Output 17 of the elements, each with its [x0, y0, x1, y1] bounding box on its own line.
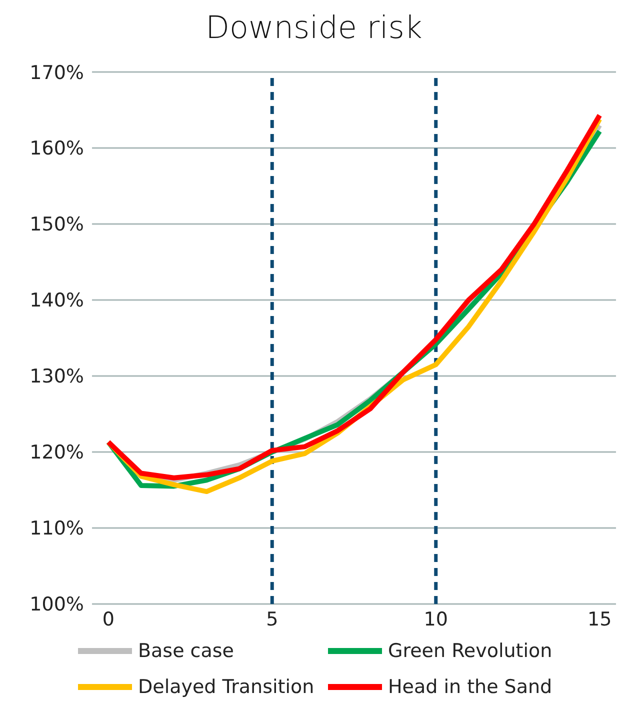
x-tick-label: 0	[102, 608, 114, 630]
y-tick-label: 140%	[30, 290, 84, 312]
y-tick-label: 110%	[30, 518, 84, 540]
y-tick-label: 100%	[30, 594, 84, 616]
legend-label: Base case	[138, 640, 234, 662]
legend-label: Head in the Sand	[388, 676, 552, 698]
x-tick-label: 15	[588, 608, 612, 630]
chart-title: Downside risk	[206, 10, 422, 46]
legend-label: Delayed Transition	[138, 676, 314, 698]
x-tick-label: 5	[266, 608, 278, 630]
y-tick-label: 120%	[30, 442, 84, 464]
x-tick-label: 10	[424, 608, 448, 630]
legend-label: Green Revolution	[388, 640, 552, 662]
y-tick-label: 130%	[30, 366, 84, 388]
y-tick-label: 160%	[30, 138, 84, 160]
y-tick-label: 170%	[30, 62, 84, 84]
y-tick-label: 150%	[30, 214, 84, 236]
